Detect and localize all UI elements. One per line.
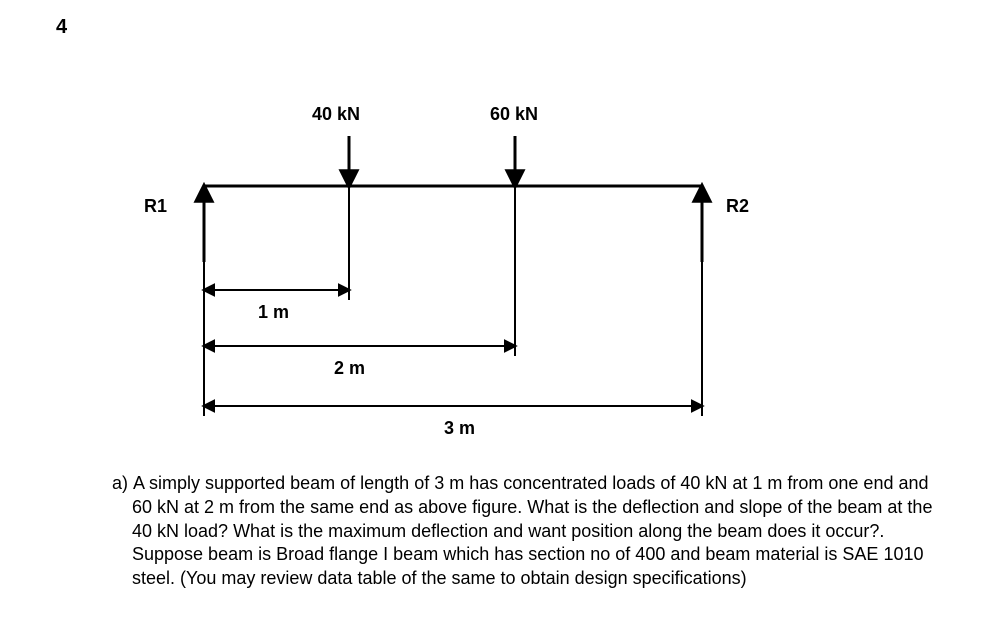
question-text: A simply supported beam of length of 3 m… <box>132 473 932 588</box>
part-letter: a) <box>112 473 128 493</box>
r2-label: R2 <box>726 196 749 217</box>
question-body: a) A simply supported beam of length of … <box>112 472 948 591</box>
dim-1m-label: 1 m <box>258 302 289 323</box>
page: 4 R1 R2 40 kN 60 kN 1 m 2 m 3 m <box>0 0 990 623</box>
r1-label: R1 <box>144 196 167 217</box>
beam-diagram <box>0 0 990 460</box>
dim-3m-label: 3 m <box>444 418 475 439</box>
load-40kn-label: 40 kN <box>312 104 360 125</box>
load-60kn-label: 60 kN <box>490 104 538 125</box>
dim-2m-label: 2 m <box>334 358 365 379</box>
